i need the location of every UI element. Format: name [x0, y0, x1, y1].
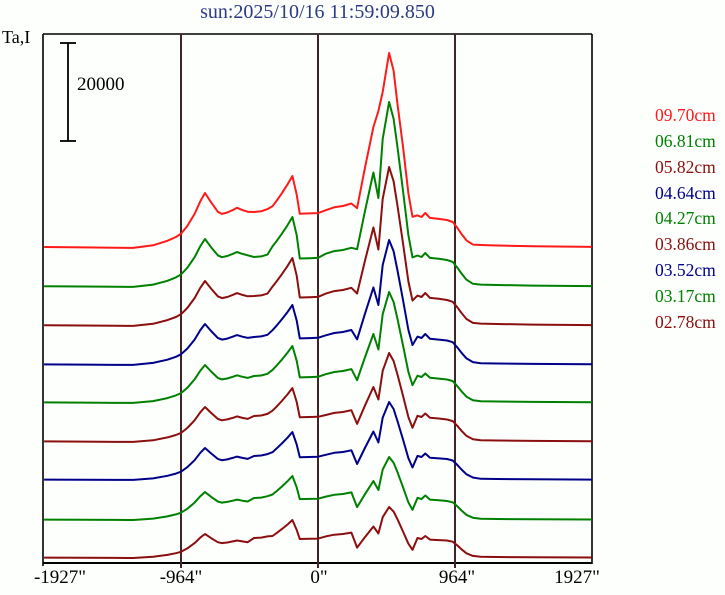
legend-item-03.17cm: 03.17cm: [655, 285, 716, 306]
scan-profile-05.82cm: [44, 166, 592, 327]
x-tick-label-1927: 1927": [554, 567, 600, 588]
legend-item-05.82cm: 05.82cm: [655, 156, 716, 177]
scan-profile-02.78cm: [44, 506, 592, 559]
x-tick-label--964: -964": [159, 567, 203, 588]
scan-profile-03.17cm: [44, 456, 592, 521]
x-tick-label-0: 0": [310, 567, 328, 588]
legend-item-06.81cm: 06.81cm: [655, 130, 716, 151]
scan-profile-09.70cm: [44, 52, 592, 249]
legend-item-09.70cm: 09.70cm: [655, 105, 716, 125]
scalebar-value-label: 20000: [77, 74, 125, 95]
legend-item-04.64cm: 04.64cm: [655, 182, 716, 203]
legend-item-03.52cm: 03.52cm: [655, 260, 716, 281]
plot-title: sun:2025/10/16 11:59:09.850: [200, 1, 435, 23]
legend-item-03.86cm: 03.86cm: [655, 234, 716, 255]
y-axis-label: Ta,I: [2, 27, 31, 47]
wavelength-legend: 09.70cm 06.81cm 05.82cm 04.64cm 04.27cm 03.86…: [655, 103, 716, 336]
legend-item-02.78cm: 02.78cm: [655, 311, 716, 332]
scan-profile-03.52cm: [44, 401, 592, 481]
legend-item-04.27cm: 04.27cm: [655, 208, 716, 229]
x-tick-label-964: 964": [438, 567, 476, 588]
scan-profile-04.27cm: [44, 291, 592, 404]
scan-profile-03.86cm: [44, 352, 592, 443]
scan-profile-06.81cm: [44, 101, 592, 288]
scan-profile-04.64cm: [44, 239, 592, 366]
x-tick-label--1927: -1927": [33, 567, 87, 588]
